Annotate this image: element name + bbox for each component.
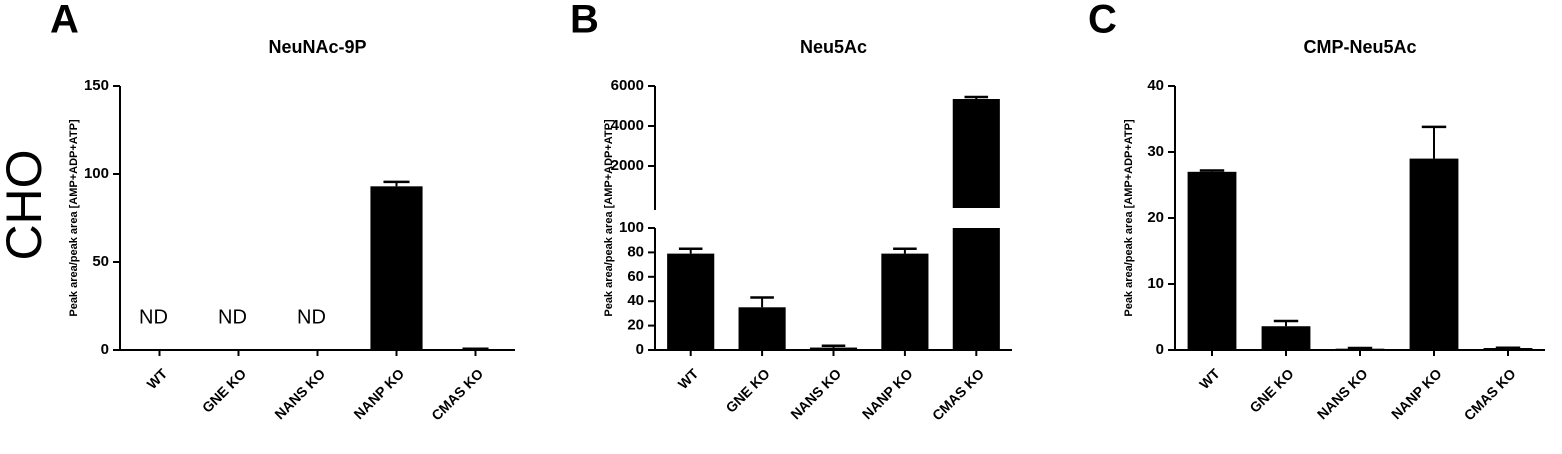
- bar: [881, 253, 929, 350]
- y-tick-label: 60: [627, 268, 644, 285]
- y-axis-label: Peak area/peak area [AMP+ADP+ATP]: [1123, 119, 1135, 317]
- y-tick-label: 150: [84, 77, 109, 94]
- y-tick-label: 100: [84, 165, 109, 182]
- row-label: CHO: [0, 149, 52, 260]
- x-tick-label: NANP KO: [1388, 365, 1445, 422]
- x-tick-label: NANS KO: [787, 365, 844, 422]
- bar: [667, 253, 715, 350]
- y-tick-label: 40: [1147, 77, 1164, 94]
- x-tick-label: WT: [144, 365, 171, 392]
- value-label: ND: [297, 306, 326, 328]
- bar: [370, 186, 423, 350]
- y-tick-label: 6000: [611, 77, 644, 94]
- bar: [1261, 326, 1311, 350]
- panel-letter: A: [50, 0, 79, 42]
- bar: [1409, 158, 1459, 350]
- panel-letter: C: [1088, 0, 1117, 42]
- x-tick-label: GNE KO: [1246, 365, 1296, 415]
- y-tick-label: 0: [636, 341, 644, 358]
- y-axis-label: Peak area/peak area [AMP+ADP+ATP]: [68, 119, 80, 317]
- y-tick-label: 80: [627, 243, 644, 260]
- value-label: ND: [139, 306, 168, 328]
- x-tick-label: CMAS KO: [428, 365, 486, 423]
- bar: [1335, 348, 1385, 351]
- x-tick-label: NANS KO: [1314, 365, 1371, 422]
- bar-upper: [952, 99, 1000, 208]
- y-tick-label: 4000: [611, 117, 644, 134]
- x-tick-label: NANP KO: [350, 365, 407, 422]
- x-tick-label: NANS KO: [271, 365, 328, 422]
- y-tick-label: 50: [92, 253, 109, 270]
- y-tick-label: 0: [1156, 341, 1164, 358]
- y-tick-label: 100: [619, 219, 644, 236]
- x-tick-label: CMAS KO: [1461, 365, 1519, 423]
- value-label: ND: [218, 306, 247, 328]
- bar: [809, 347, 858, 350]
- bar: [1187, 171, 1237, 350]
- x-tick-label: WT: [1196, 365, 1223, 392]
- bar: [738, 307, 786, 350]
- y-tick-label: 20: [627, 317, 644, 334]
- bar: [952, 228, 1000, 350]
- x-tick-label: GNE KO: [199, 365, 249, 415]
- panel-letter: B: [570, 0, 599, 42]
- y-tick-label: 40: [627, 292, 644, 309]
- x-tick-label: WT: [675, 365, 702, 392]
- x-tick-label: NANP KO: [859, 365, 916, 422]
- y-tick-label: 10: [1147, 275, 1164, 292]
- chart-title: CMP-Neu5Ac: [1303, 37, 1416, 57]
- y-tick-label: 2000: [611, 157, 644, 174]
- chart-title: NeuNAc-9P: [268, 37, 366, 57]
- x-tick-label: GNE KO: [722, 365, 772, 415]
- y-axis-label: Peak area/peak area [AMP+ADP+ATP]: [603, 119, 615, 317]
- y-tick-label: 30: [1147, 143, 1164, 160]
- bar: [1483, 348, 1533, 350]
- y-tick-label: 20: [1147, 209, 1164, 226]
- chart-title: Neu5Ac: [800, 37, 867, 57]
- y-tick-label: 0: [101, 341, 109, 358]
- x-tick-label: CMAS KO: [929, 365, 987, 423]
